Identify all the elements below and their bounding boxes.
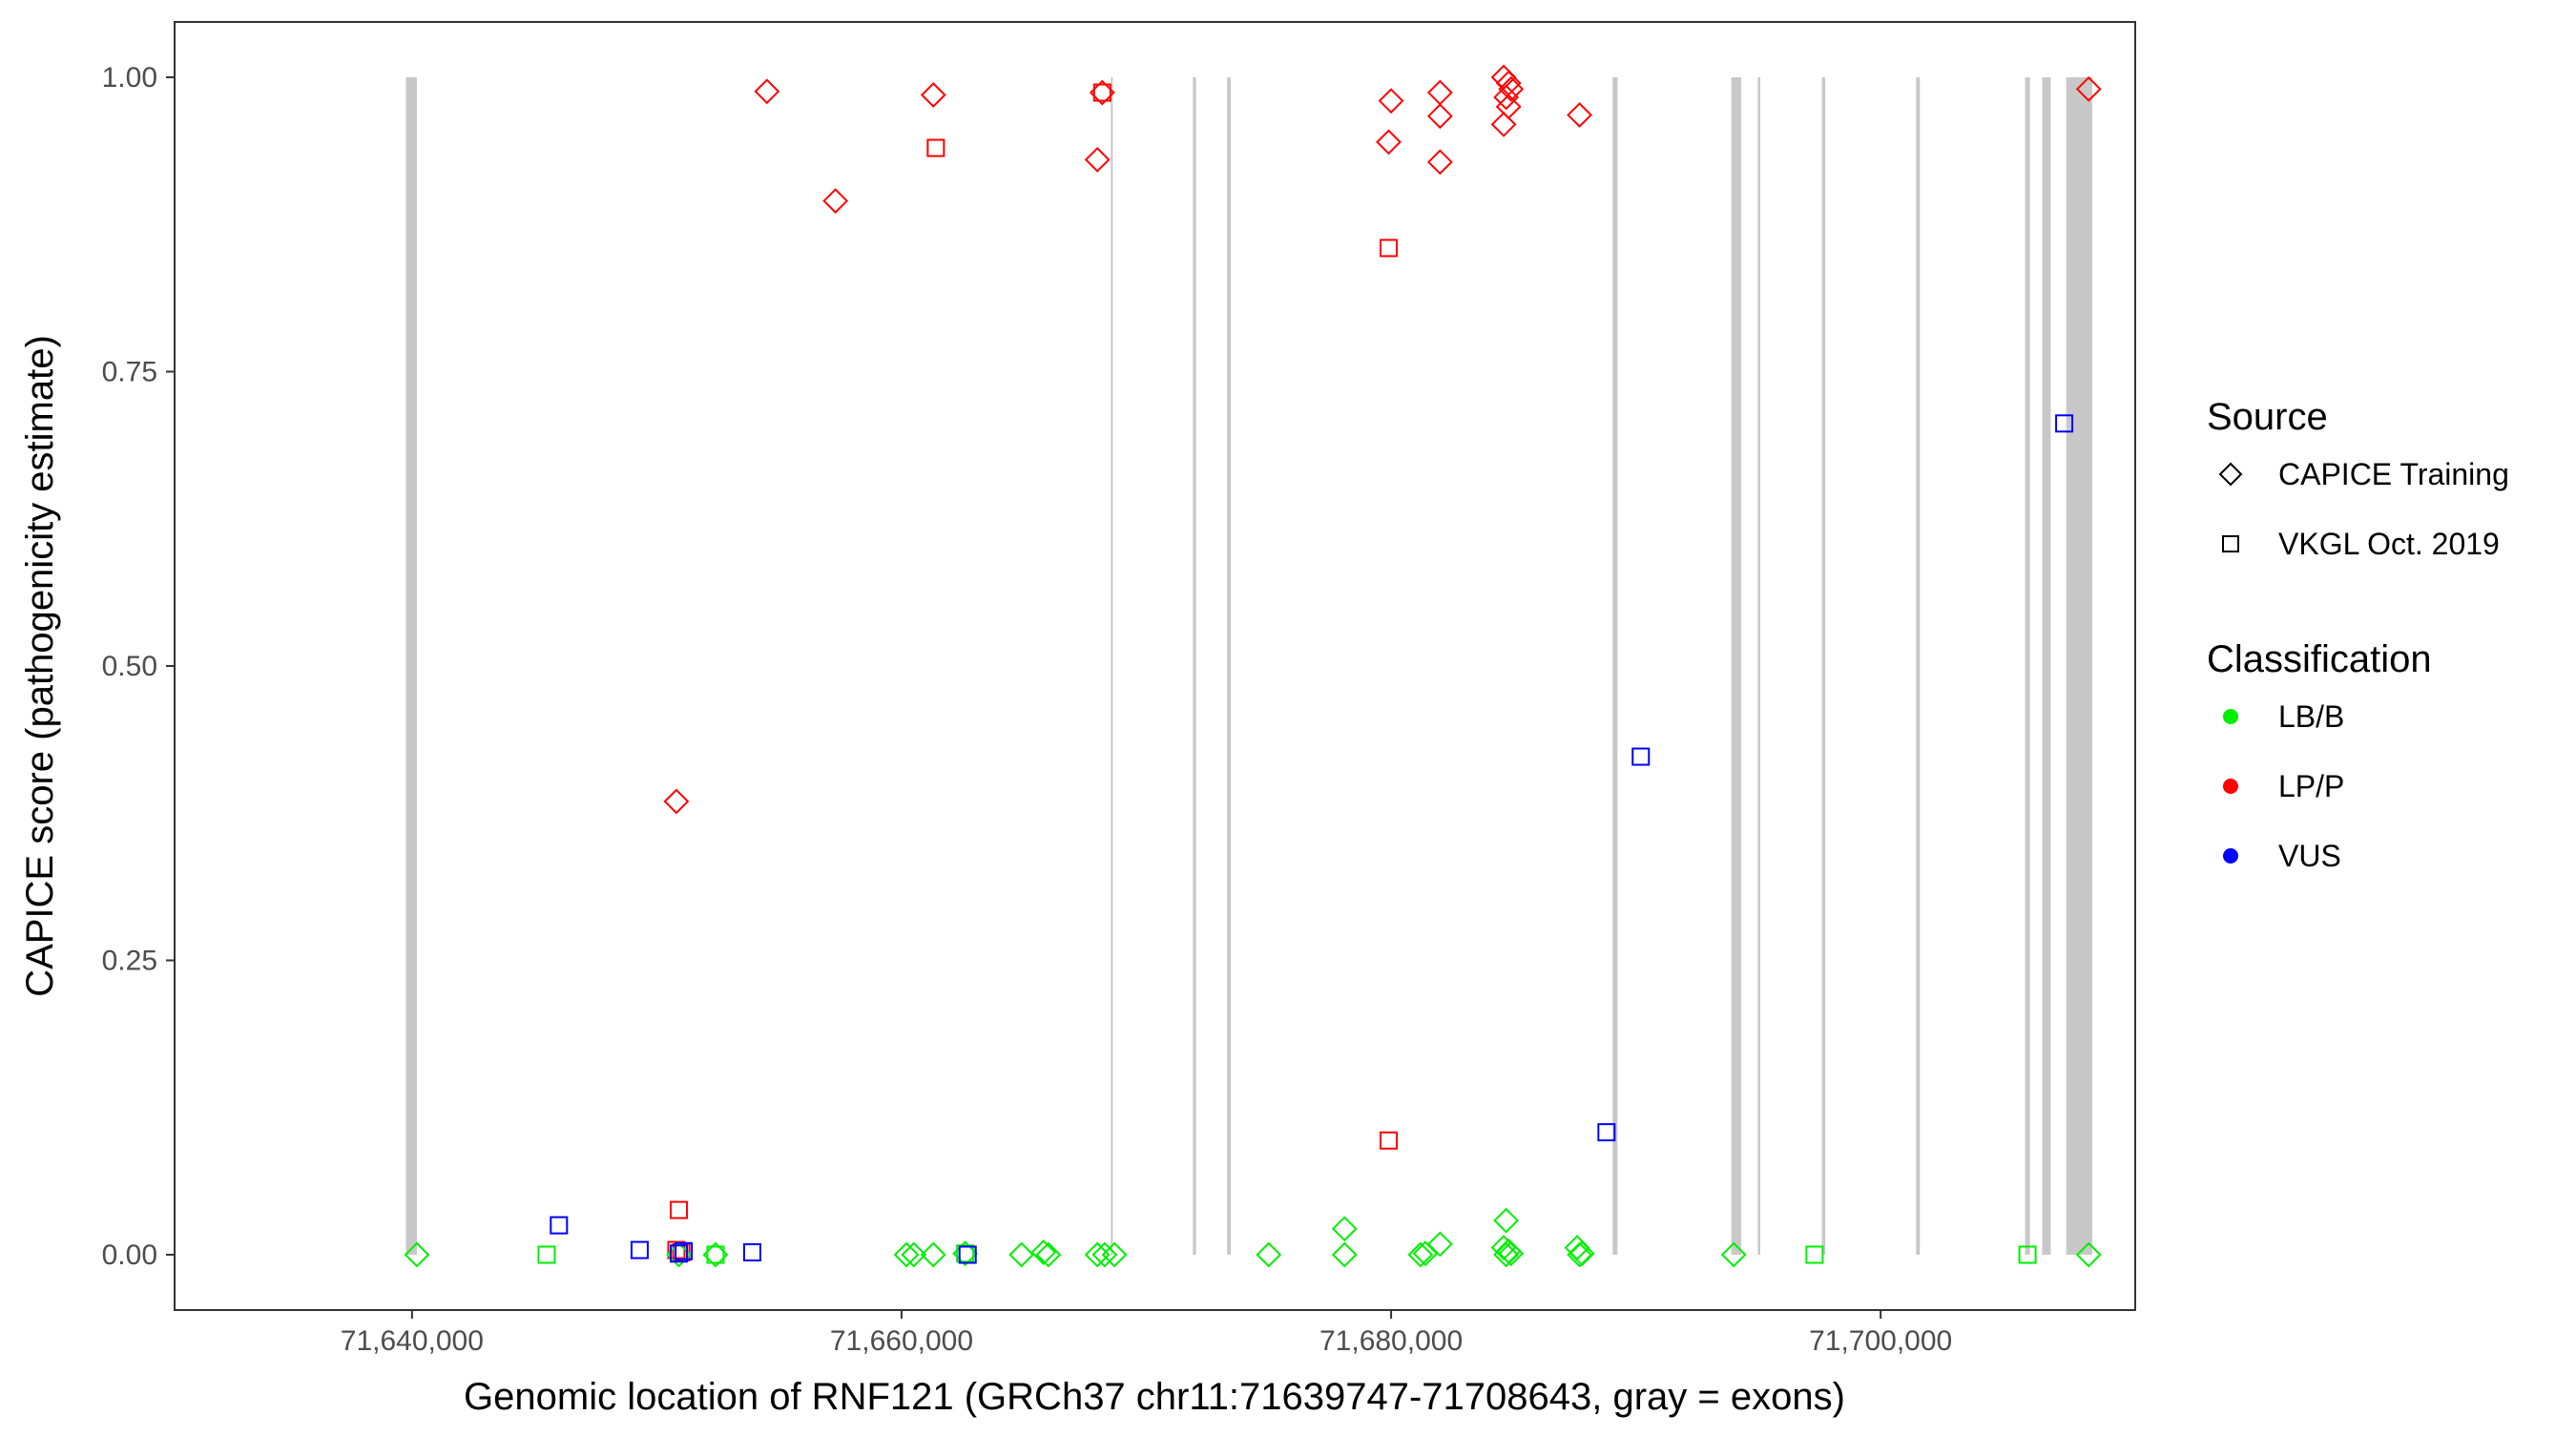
data-point-diamond [893, 1241, 920, 1268]
exon-band [1757, 76, 1760, 1256]
legend-entry-label: VKGL Oct. 2019 [2278, 527, 2500, 561]
data-point-square [550, 1216, 569, 1235]
x-tick-label: 71,640,000 [341, 1325, 484, 1357]
data-point-diamond [1407, 1241, 1434, 1268]
data-point-diamond [2075, 75, 2102, 102]
axis-layer: 0.00 0.25 0.50 0.75 1.00 71,640,000 71,660,000… [102, 62, 1953, 1357]
legend-entry-label: LB/B [2278, 699, 2344, 734]
exon-band [405, 76, 417, 1256]
data-point-square [670, 1200, 689, 1219]
data-point-diamond [1426, 149, 1453, 176]
data-point-diamond [1084, 1241, 1111, 1268]
legend-key-color [2223, 709, 2238, 724]
exon-band [1916, 76, 1921, 1256]
data-point-diamond [901, 1241, 927, 1268]
exon-band [1821, 76, 1826, 1256]
data-point-square [1380, 239, 1399, 258]
data-point-diamond [1376, 129, 1402, 156]
y-axis-title: CAPICE score (pathogenicity estimate) [19, 335, 61, 997]
data-point-square [1597, 1123, 1616, 1142]
legend-layer: Source CAPICE Training VKGL Oct. 2019 Class… [2207, 396, 2509, 873]
data-point-diamond [2075, 1241, 2102, 1268]
data-point-square [630, 1240, 649, 1259]
exon-band [1731, 76, 1741, 1256]
data-point-square [1092, 83, 1111, 102]
data-point-diamond [1498, 1240, 1525, 1267]
exon-band [1612, 76, 1618, 1256]
exon-band [1227, 76, 1232, 1256]
data-point-square [956, 1244, 975, 1263]
legend-title-source: Source [2207, 396, 2328, 438]
data-point-square [537, 1245, 556, 1264]
data-point-diamond [1331, 1241, 1358, 1268]
x-tick-label: 71,660,000 [830, 1325, 973, 1357]
data-point-diamond [1498, 75, 1525, 102]
data-point-diamond [1091, 1241, 1118, 1268]
exon-layer [405, 76, 2092, 1256]
legend-key-color [2223, 848, 2238, 864]
data-point-diamond [1567, 102, 1593, 128]
data-point-square [742, 1243, 761, 1262]
data-point-diamond [1567, 1241, 1593, 1268]
data-point-square [1805, 1245, 1824, 1264]
legend-key-color [2223, 779, 2238, 794]
data-point-diamond [1720, 1241, 1747, 1268]
data-point-diamond [754, 78, 780, 105]
data-point-diamond [1493, 84, 1520, 111]
data-point-square [672, 1243, 691, 1262]
data-point-square [2018, 1245, 2037, 1264]
data-point-diamond [920, 82, 946, 108]
data-point-diamond [663, 788, 690, 815]
data-point-diamond [1426, 103, 1453, 130]
data-point-diamond [1378, 88, 1404, 114]
data-point-square [1380, 1131, 1399, 1150]
data-point-diamond [1035, 1241, 1062, 1268]
y-tick-label: 1.00 [102, 62, 157, 94]
data-point-diamond [1490, 111, 1517, 137]
data-point-diamond [1101, 1241, 1128, 1268]
exon-band [2066, 76, 2092, 1256]
point-layer [404, 64, 2102, 1268]
data-point-diamond [1030, 1239, 1057, 1265]
y-tick-label: 0.25 [102, 946, 157, 977]
legend-entry-label: VUS [2278, 839, 2341, 873]
x-tick-label: 71,680,000 [1319, 1325, 1463, 1357]
data-point-diamond [1490, 1235, 1517, 1261]
data-point-diamond [920, 1241, 946, 1268]
data-point-square [1631, 747, 1651, 766]
data-point-square [706, 1245, 725, 1264]
exon-band [2042, 76, 2051, 1256]
legend-entry-label: CAPICE Training [2278, 457, 2509, 491]
data-point-square [670, 1244, 689, 1263]
legend-title-classification: Classification [2207, 638, 2432, 680]
exon-band [2025, 76, 2030, 1256]
legend-key-square [2222, 535, 2239, 552]
data-point-diamond [1256, 1241, 1282, 1268]
data-point-square [926, 138, 945, 157]
data-point-diamond [1331, 1216, 1358, 1242]
exon-band [1111, 76, 1113, 1256]
data-point-square [2055, 414, 2074, 433]
exon-band [1193, 76, 1196, 1256]
legend-entry-label: LP/P [2278, 769, 2344, 803]
data-point-square [958, 1245, 977, 1264]
data-point-square [675, 1241, 694, 1260]
y-tick-label: 0.00 [102, 1239, 157, 1271]
data-point-diamond [404, 1241, 430, 1268]
x-axis-title: Genomic location of RNF121 (GRCh37 chr11… [464, 1376, 1845, 1418]
data-point-diamond [1008, 1241, 1035, 1268]
data-point-diamond [1426, 1231, 1453, 1258]
data-point-diamond [1084, 146, 1111, 173]
legend-key-diamond [2218, 462, 2243, 487]
x-tick-label: 71,700,000 [1809, 1325, 1952, 1357]
data-point-diamond [822, 188, 849, 214]
y-tick-label: 0.50 [102, 651, 157, 682]
data-point-diamond [1493, 1241, 1520, 1268]
data-point-diamond [1493, 1207, 1520, 1234]
y-tick-label: 0.75 [102, 356, 157, 387]
